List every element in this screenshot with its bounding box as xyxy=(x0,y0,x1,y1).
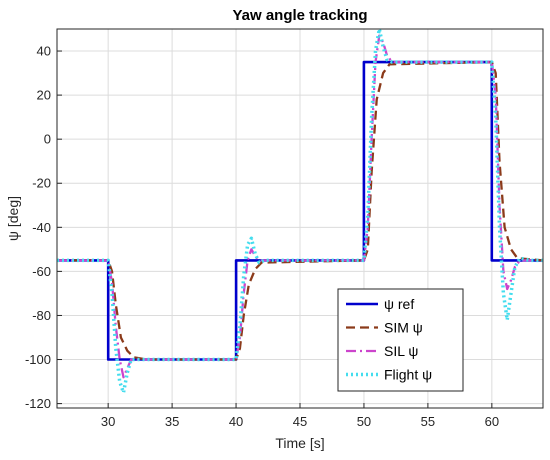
x-axis-ticks: 30 35 40 45 50 55 60 xyxy=(101,403,499,429)
y-tick-label: -80 xyxy=(32,308,51,323)
legend-label-2: SIL ψ xyxy=(384,343,418,359)
x-axis-label: Time [s] xyxy=(275,435,324,451)
y-tick-label: -120 xyxy=(25,396,51,411)
chart-title: Yaw angle tracking xyxy=(232,7,367,24)
y-axis-label: ψ [deg] xyxy=(5,196,21,241)
y-tick-label: -20 xyxy=(32,176,51,191)
x-tick-label: 45 xyxy=(293,414,307,429)
legend-box xyxy=(337,288,464,392)
legend-label-1: SIM ψ xyxy=(384,320,423,336)
legend-label-0: ψ ref xyxy=(384,296,414,312)
y-tick-label: -100 xyxy=(25,352,51,367)
x-tick-label: 50 xyxy=(357,414,371,429)
series-line-3 xyxy=(57,29,543,395)
x-tick-label: 55 xyxy=(421,414,435,429)
y-axis-ticks: -120 -100 -80 -60 -40 -20 0 20 40 xyxy=(25,44,62,411)
y-tick-label: 0 xyxy=(44,132,51,147)
x-tick-label: 60 xyxy=(485,414,499,429)
y-tick-label: -40 xyxy=(32,220,51,235)
series-line-1 xyxy=(57,60,543,361)
x-tick-label: 40 xyxy=(229,414,243,429)
legend: ψ ref SIM ψ SIL ψ Flight ψ xyxy=(337,288,464,392)
y-tick-label: 40 xyxy=(37,44,51,59)
series-layer xyxy=(57,29,543,395)
x-tick-label: 35 xyxy=(165,414,179,429)
series-line-0 xyxy=(57,60,543,361)
y-tick-label: -60 xyxy=(32,264,51,279)
y-tick-label: 20 xyxy=(37,88,51,103)
x-tick-label: 30 xyxy=(101,414,115,429)
legend-label-3: Flight ψ xyxy=(384,367,432,383)
